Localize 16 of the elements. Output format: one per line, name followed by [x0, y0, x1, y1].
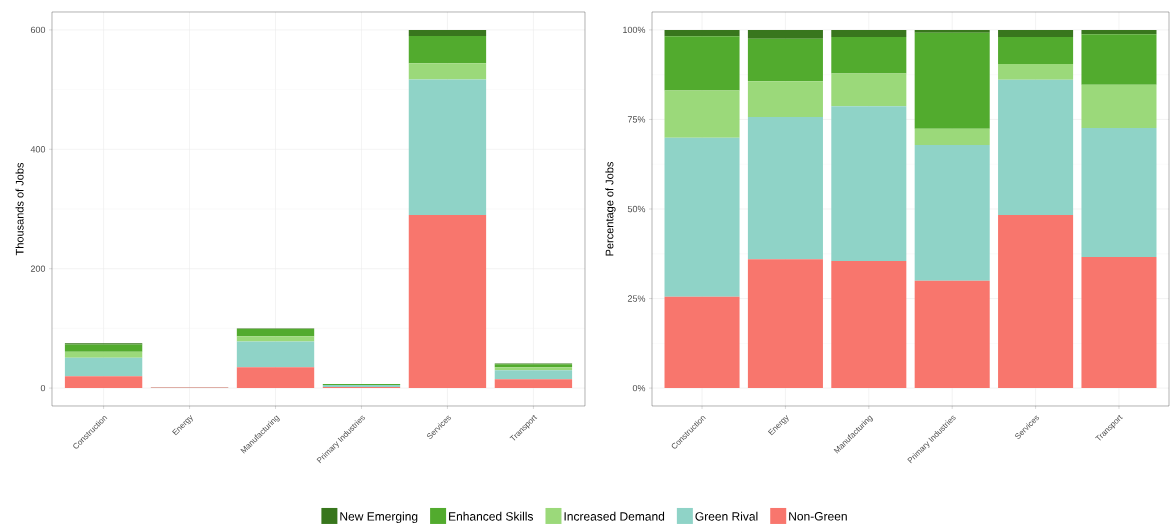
y-tick-label: 400: [30, 146, 46, 153]
y-tick-label: 25%: [627, 295, 646, 302]
legend-label: Increased Demand: [564, 511, 665, 521]
y-tick-label: 50%: [627, 205, 646, 213]
y-tick-label: 200: [30, 265, 46, 272]
legend-label: Non-Green: [789, 512, 847, 521]
y-axis-title: Thousands of Jobs: [15, 162, 24, 256]
legend-label: Enhanced Skills: [449, 511, 534, 521]
y-tick-label: 100%: [623, 26, 646, 34]
legend-label: New Emerging: [340, 511, 418, 524]
y-tick-label: 0: [40, 384, 46, 392]
y-tick-label: 75%: [627, 116, 646, 123]
y-tick-label: 0%: [632, 384, 646, 392]
legend-label: Green Rival: [695, 511, 758, 521]
y-tick-label: 600: [30, 26, 46, 34]
y-axis-title: Percentage of Jobs: [605, 162, 616, 256]
